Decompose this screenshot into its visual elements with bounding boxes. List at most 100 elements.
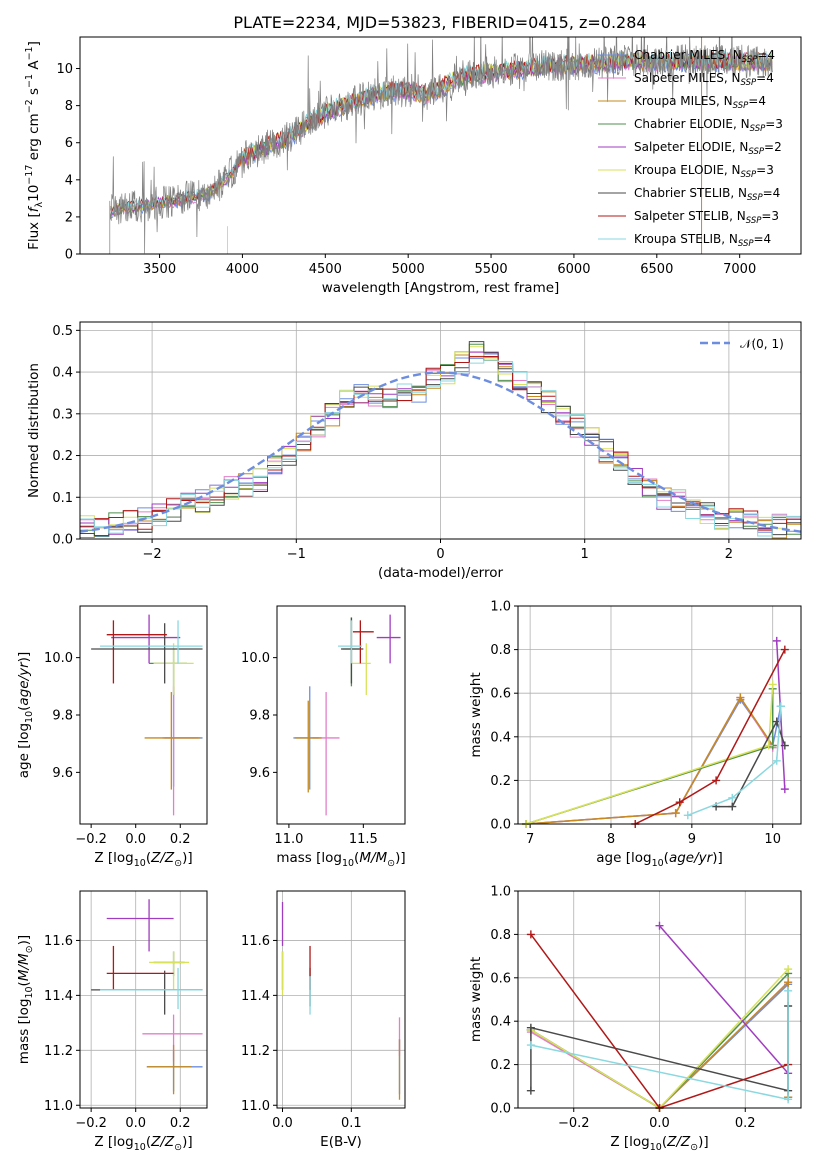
weight-line [658,925,789,1074]
weight-point [728,802,737,811]
weight-point [712,776,721,785]
weight-point [780,645,789,654]
residuals-ytick-label: 0.4 [52,366,73,381]
Z-weight-xtick-label: 0.2 [735,1116,756,1131]
weight-line [526,696,774,825]
age-weight-xtick-label: 10 [764,832,781,847]
Z-mass-xlabel: Z [log10(Z/Z⊙)] [94,1134,192,1153]
residuals-ytick-label: 0.1 [52,491,73,506]
spectrum-xtick-label: 5000 [392,262,425,277]
weight-point [780,741,789,750]
residuals-ytick-label: 0.2 [52,449,73,464]
weight-point [655,921,664,930]
spectrum-ylabel: Flux [fλ10−17 erg cm−2 s−1 A−1] [24,41,45,250]
Z-mass-xtick-label: −0.2 [75,1116,107,1131]
weight-line [526,696,774,825]
weight-point [526,1086,535,1095]
Z-mass-axes: −0.2 0.0 0.2 11.0 11.2 11.4 11.6 [44,891,207,1131]
ebv-mass-ytick-label: 11.0 [241,1099,270,1114]
spectrum-xtick-label: 7000 [723,262,756,277]
spectrum-xtick-label: 6500 [640,262,673,277]
Z-mass-xtick-label: 0.0 [125,1116,146,1131]
spectrum-ytick-label: 8 [65,99,73,114]
Z-age-axes: −0.2 0.0 0.2 9.6 9.8 10.0 [44,651,191,847]
Z-mass-ytick-label: 11.4 [44,989,73,1004]
Z-weight-ytick-label: 1.0 [490,885,511,900]
legend-entry: Salpeter STELIB, NSSP=3 [634,209,779,226]
Z-age-ytick-label: 9.6 [52,766,73,781]
Z-weight-ytick-label: 0.2 [490,1058,511,1073]
residuals-xlabel: (data-model)/error [378,565,504,581]
age-weight-ytick-label: 0.4 [490,730,511,745]
residuals-xtick-label: 0 [436,547,444,562]
age-weight-xtick-label: 7 [526,832,534,847]
weight-point [776,702,785,711]
Z-weight-ytick-label: 0.6 [490,971,511,986]
weight-point [728,793,737,802]
age-weight-xlabel: age [log10(age/yr)] [596,850,722,869]
Z-weight-xtick-label: 0.0 [649,1116,670,1131]
Z-age-xtick-label: 0.0 [125,832,146,847]
age-weight-ytick-label: 0.6 [490,687,511,702]
Z-age-xlabel: Z [log10(Z/Z⊙)] [94,850,192,869]
residuals-xtick-label: 2 [725,547,733,562]
Z-weight-frame [517,890,802,1109]
mass-age-ytick-label: 9.8 [249,709,270,724]
Z-age-xtick-label: 0.2 [170,832,191,847]
spectrum-xtick-label: 4500 [309,262,342,277]
ebv-mass-ytick-label: 11.6 [241,934,270,949]
residuals-frame [79,321,802,540]
Z-mass-xtick-label: 0.2 [170,1116,191,1131]
mass-age-frame [276,605,406,825]
ebv-mass-xlabel: E(B-V) [320,1134,362,1150]
legend-entry: Kroupa MILES, NSSP=4 [634,94,766,111]
Z-mass-ylabel: mass [log10(M/M⊙)] [16,935,35,1064]
Z-weight-ylabel: mass weight [468,957,484,1042]
weight-point [764,741,773,750]
Z-age-ylabel: age [log10(age/yr)] [16,652,35,778]
mass-age-ytick-label: 9.6 [249,766,270,781]
spectrum-axes: 3500 4000 4500 5000 5500 6000 6500 7000 0 2 4 6 8 10 [56,62,756,277]
weight-point [784,1095,793,1104]
weight-line [634,649,786,825]
mass-age-xlabel: mass [log10(M/M⊙)] [276,850,405,869]
spectrum-data-line [109,37,774,254]
spectrum-ytick-label: 10 [56,62,73,77]
residuals-xtick-label: −1 [287,547,306,562]
residuals-ylabel: Normed distribution [26,363,42,498]
weight-point [675,798,684,807]
weight-point [772,636,781,645]
figure-title: PLATE=2234, MJD=53823, FIBERID=0415, z=0… [233,13,646,32]
Z-mass-frame [79,890,208,1109]
age-weight-xtick-label: 9 [688,832,696,847]
legend-entry: Salpeter ELODIE, NSSP=2 [634,140,782,157]
ebv-mass-xtick-label: 0.0 [272,1116,293,1131]
gaussian-curve [79,371,802,533]
weight-point [784,978,793,987]
mass-age-xtick-label: 11.5 [349,832,378,847]
spectrum-xlabel: wavelength [Angstrom, rest frame] [322,280,560,296]
residuals-xtick-label: 1 [581,547,589,562]
mass-age-axes: 11.0 11.5 9.6 9.8 10.0 [241,651,378,847]
ebv-mass-xtick-label: 0.1 [341,1116,362,1131]
weight-point [526,930,535,939]
spectrum-xtick-label: 4000 [226,262,259,277]
Z-mass-ytick-label: 11.2 [44,1044,73,1059]
Z-weight-ytick-label: 0.8 [490,928,511,943]
residuals-ytick-label: 0.5 [52,324,73,339]
age-weight-ylabel: mass weight [468,672,484,757]
legend-entry: Chabrier MILES, NSSP=4 [634,48,775,65]
Z-mass-ytick-label: 11.0 [44,1099,73,1114]
Z-weight-xlabel: Z [log10(Z/Z⊙)] [610,1134,708,1153]
spectrum-legend: Chabrier MILES, NSSP=4 Salpeter MILES, NS… [598,48,783,249]
Z-age-ytick-label: 9.8 [52,709,73,724]
legend-entry: Kroupa STELIB, NSSP=4 [634,232,771,249]
weight-point [768,680,777,689]
weight-point [736,693,745,702]
weight-line [526,698,782,825]
age-weight-ytick-label: 0.2 [490,774,511,789]
ebv-mass-axes: 0.0 0.1 11.0 11.2 11.4 11.6 [241,891,405,1131]
ebv-mass-ytick-label: 11.4 [241,989,270,1004]
legend-entry: Chabrier STELIB, NSSP=4 [634,186,780,203]
